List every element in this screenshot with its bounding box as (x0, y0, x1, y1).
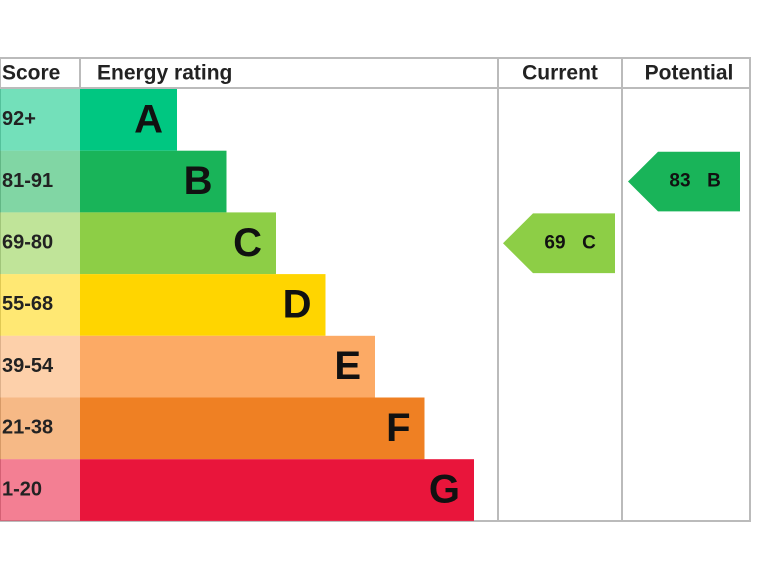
band-letter: A (134, 97, 163, 141)
score-cell (0, 335, 80, 398)
score-range: 81-91 (2, 170, 53, 192)
score-cell (0, 212, 80, 275)
score-cell (0, 274, 80, 336)
rating-band (80, 150, 227, 213)
score-range: 39-54 (2, 355, 54, 377)
header-current: Current (522, 62, 598, 85)
header-rating: Energy rating (97, 62, 232, 85)
score-range: 55-68 (2, 293, 53, 315)
band-letter: D (283, 283, 312, 327)
potential-score: 83 (669, 171, 690, 192)
current-score: 69 (544, 232, 565, 253)
potential-rating: B (707, 171, 721, 192)
score-cell (0, 459, 80, 521)
rating-band (80, 89, 177, 151)
score-range: 69-80 (2, 232, 53, 254)
rating-band (80, 397, 425, 460)
band-letter: C (233, 221, 262, 265)
rating-band (80, 212, 276, 275)
rating-band (80, 335, 375, 398)
band-letter: B (184, 159, 213, 203)
rating-band (80, 459, 474, 521)
current-rating: C (582, 232, 596, 253)
rating-band (80, 274, 326, 336)
band-letter: F (386, 406, 410, 450)
score-range: 21-38 (2, 417, 53, 439)
band-letter: E (334, 344, 361, 388)
current-arrow (503, 213, 615, 274)
score-range: 1-20 (2, 478, 42, 500)
score-cell (0, 89, 80, 151)
header-potential: Potential (645, 62, 734, 85)
header-score: Score (2, 62, 60, 85)
score-cell (0, 150, 80, 213)
potential-arrow (628, 151, 740, 212)
score-range: 92+ (2, 108, 36, 130)
frame (0, 57, 751, 522)
score-cell (0, 397, 80, 460)
band-letter: G (429, 468, 460, 512)
